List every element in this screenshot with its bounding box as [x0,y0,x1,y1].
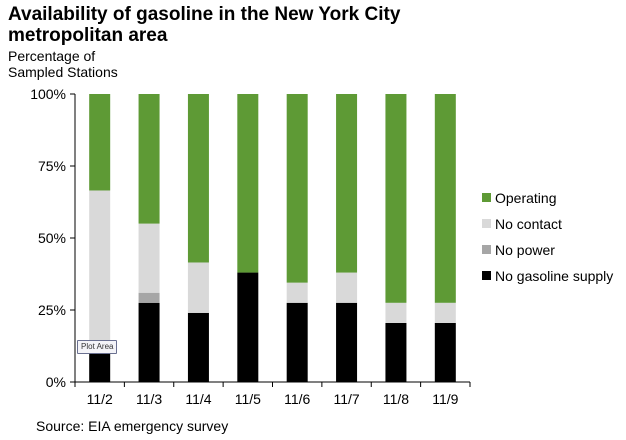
x-axis: 11/2 11/3 11/4 11/5 11/6 11/7 11/8 11/9 [74,381,471,407]
bar-operating[interactable] [138,94,160,224]
bar-no-contact[interactable] [385,302,407,323]
bar-operating[interactable] [286,94,308,283]
legend: Operating No contact No power No gasoline s… [482,190,613,284]
bar-no-contact[interactable] [434,302,456,323]
bars-group [89,94,456,382]
bar-operating[interactable] [89,94,111,191]
bar-no-contact[interactable] [89,190,111,354]
x-tick-label: 11/5 [235,391,261,407]
y-tick-label: 75% [38,158,66,174]
bar-no-gasoline-supply[interactable] [187,312,209,382]
bar-no-gasoline-supply[interactable] [237,272,259,382]
legend-label: No contact [495,216,562,232]
bar-operating[interactable] [434,94,456,303]
bar-no-contact[interactable] [336,272,358,303]
bar-no-gasoline-supply[interactable] [434,322,456,382]
legend-label: No gasoline supply [495,268,613,284]
y-axis-label: Percentage of Sampled Stations [8,48,168,80]
bar-operating[interactable] [237,94,259,273]
legend-swatch [482,271,491,280]
legend-swatch [482,193,491,202]
x-tick-label: 11/7 [333,391,359,407]
y-axis-label-text: Percentage of Sampled Stations [8,48,118,80]
y-tick-label: 25% [38,302,66,318]
bar-no-gasoline-supply[interactable] [336,302,358,382]
bar-operating[interactable] [187,94,209,263]
y-tick-label: 0% [46,374,66,390]
x-tick-label: 11/2 [87,391,113,407]
chart-title: Availability of gasoline in the New York… [8,4,401,46]
x-tick-label: 11/6 [284,391,310,407]
source-note: Source: EIA emergency survey [36,418,229,434]
legend-swatch [482,245,491,254]
bar-no-contact[interactable] [138,223,160,293]
bar-no-gasoline-supply[interactable] [286,302,308,382]
bar-no-power[interactable] [138,292,160,303]
legend-swatch [482,219,491,228]
bar-no-contact[interactable] [187,262,209,313]
y-axis-ticks: 0% 25% 50% 75% 100% [30,86,76,390]
bar-no-gasoline-supply[interactable] [138,302,160,382]
x-tick-label: 11/3 [136,391,162,407]
y-tick-label: 50% [38,230,66,246]
bar-no-gasoline-supply[interactable] [385,322,407,382]
plot-area-tooltip: Plot Area [77,340,118,354]
bar-operating[interactable] [336,94,358,273]
bar-no-contact[interactable] [286,282,308,303]
y-tick-label: 100% [30,86,66,102]
legend-label: Operating [495,190,556,206]
bar-no-gasoline-supply[interactable] [89,353,111,382]
x-tick-label: 11/4 [185,391,211,407]
x-tick-label: 11/9 [432,391,458,407]
bar-operating[interactable] [385,94,407,303]
legend-label: No power [495,242,555,258]
x-tick-label: 11/8 [383,391,409,407]
